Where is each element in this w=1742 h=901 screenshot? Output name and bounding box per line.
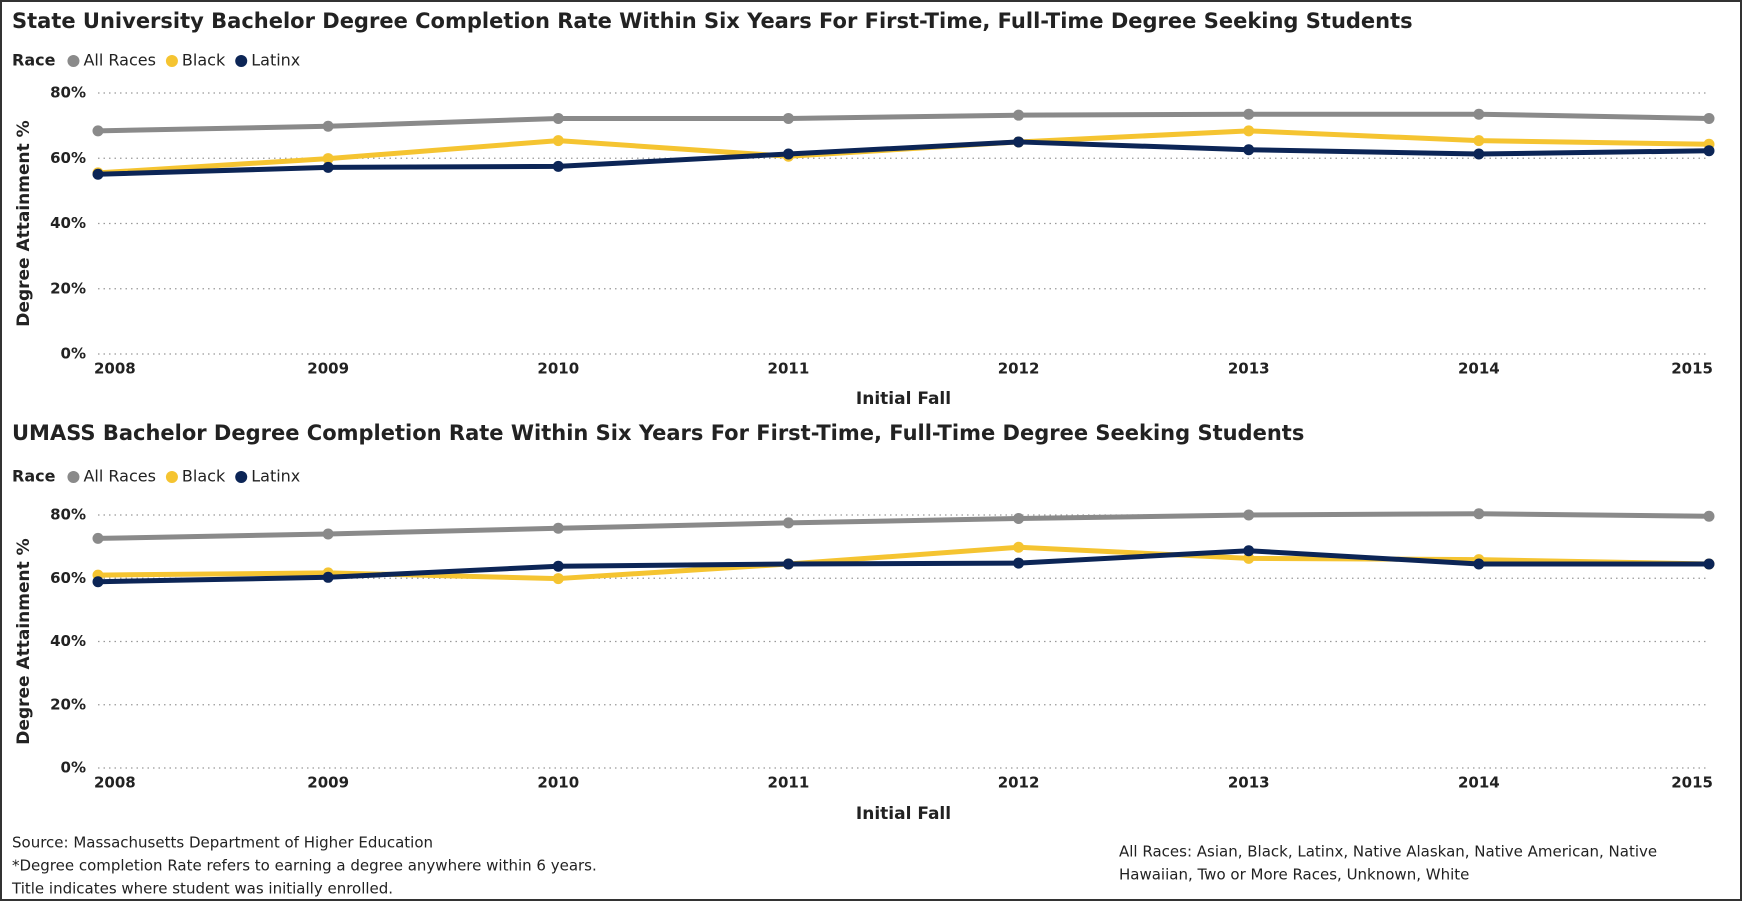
footer-note: Source: Massachusetts Department of High… xyxy=(12,834,433,852)
data-point xyxy=(1473,558,1485,570)
legend-swatch xyxy=(235,471,248,483)
x-tick-label: 2012 xyxy=(998,360,1040,378)
legend-title: Race xyxy=(12,51,56,70)
legend-label: Latinx xyxy=(251,51,300,70)
data-point xyxy=(1703,112,1715,124)
data-point xyxy=(1013,109,1025,121)
data-point xyxy=(1243,125,1255,137)
data-point xyxy=(1473,135,1485,147)
data-point xyxy=(1473,508,1485,520)
data-point xyxy=(92,125,104,137)
y-tick-label: 20% xyxy=(50,279,86,297)
data-point xyxy=(552,160,564,172)
legend-swatch xyxy=(165,471,178,483)
data-point xyxy=(92,576,104,588)
x-tick-label: 2015 xyxy=(1671,360,1713,378)
data-point xyxy=(1703,510,1715,522)
y-tick-label: 20% xyxy=(50,695,86,713)
x-tick-label: 2010 xyxy=(537,360,579,378)
data-point xyxy=(1013,512,1025,524)
x-tick-label: 2010 xyxy=(537,774,579,792)
data-point xyxy=(322,120,334,132)
data-point xyxy=(1243,552,1255,564)
legend-label: All Races xyxy=(83,467,155,486)
legend-swatch xyxy=(165,55,178,67)
y-tick-label: 40% xyxy=(50,632,86,650)
data-point xyxy=(1473,148,1485,160)
data-point xyxy=(1013,541,1025,553)
chart-title: State University Bachelor Degree Complet… xyxy=(12,9,1413,33)
data-point xyxy=(782,148,794,160)
x-tick-label: 2009 xyxy=(307,774,349,792)
x-tick-label: 2012 xyxy=(998,774,1040,792)
x-tick-label: 2009 xyxy=(307,360,349,378)
data-point xyxy=(1243,144,1255,156)
data-point xyxy=(322,571,334,583)
y-tick-label: 80% xyxy=(50,506,86,524)
legend-swatch xyxy=(67,55,80,67)
y-axis-title: Degree Attainment % xyxy=(14,120,34,326)
chart-title: UMASS Bachelor Degree Completion Rate Wi… xyxy=(12,421,1304,445)
x-tick-label: 2008 xyxy=(94,774,136,792)
y-tick-label: 60% xyxy=(50,149,86,167)
data-point xyxy=(322,153,334,165)
data-point xyxy=(92,532,104,544)
series-line xyxy=(97,139,1710,177)
x-tick-label: 2013 xyxy=(1228,774,1270,792)
data-point xyxy=(1703,145,1715,157)
data-point xyxy=(322,161,334,173)
x-tick-label: 2013 xyxy=(1228,360,1270,378)
data-point xyxy=(1013,557,1025,569)
series-line xyxy=(97,548,1709,585)
y-tick-label: 80% xyxy=(50,84,86,102)
series-line xyxy=(97,511,1710,541)
x-tick-label: 2011 xyxy=(768,360,810,378)
footer-note: *Degree completion Rate refers to earnin… xyxy=(12,857,597,875)
legend-label: Black xyxy=(182,51,226,70)
data-point xyxy=(1703,558,1715,570)
legend-label: Latinx xyxy=(251,467,300,486)
data-point xyxy=(782,558,794,570)
data-point xyxy=(322,528,334,540)
data-point xyxy=(552,112,564,124)
x-tick-label: 2015 xyxy=(1671,774,1713,792)
data-point xyxy=(1243,108,1255,120)
footer-note: Hawaiian, Two or More Races, Unknown, Wh… xyxy=(1119,866,1469,884)
legend-title: Race xyxy=(12,467,56,486)
y-tick-label: 40% xyxy=(50,214,86,232)
x-axis-title: Initial Fall xyxy=(856,804,951,824)
y-tick-label: 0% xyxy=(61,345,86,363)
legend-swatch xyxy=(235,55,248,67)
y-axis-title: Degree Attainment % xyxy=(14,538,34,744)
data-point xyxy=(782,112,794,124)
data-point xyxy=(552,560,564,572)
data-point xyxy=(782,517,794,529)
x-axis-title: Initial Fall xyxy=(856,389,951,409)
data-point xyxy=(552,522,564,534)
series-line xyxy=(97,111,1710,134)
data-point xyxy=(1243,509,1255,521)
legend-swatch xyxy=(67,471,80,483)
legend-label: Black xyxy=(182,467,226,486)
y-tick-label: 60% xyxy=(50,569,86,587)
footer-note: All Races: Asian, Black, Latinx, Native … xyxy=(1119,843,1657,861)
x-tick-label: 2014 xyxy=(1458,360,1500,378)
y-tick-label: 0% xyxy=(61,759,86,777)
data-point xyxy=(1013,136,1025,148)
x-tick-label: 2014 xyxy=(1458,774,1500,792)
data-point xyxy=(1473,108,1485,120)
data-point xyxy=(1243,545,1255,557)
legend-label: All Races xyxy=(83,51,155,70)
footer-note: Title indicates where student was initia… xyxy=(11,880,393,898)
data-point xyxy=(552,573,564,585)
x-tick-label: 2011 xyxy=(768,774,810,792)
x-tick-label: 2008 xyxy=(94,360,136,378)
data-point xyxy=(92,168,104,180)
data-point xyxy=(552,135,564,147)
